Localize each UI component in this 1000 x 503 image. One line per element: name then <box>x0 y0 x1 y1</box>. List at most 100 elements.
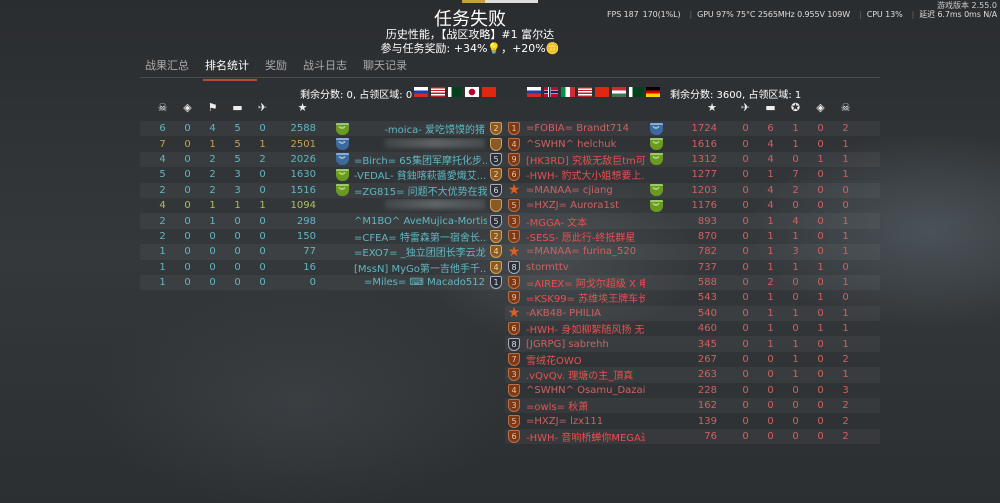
table-row[interactable]: ★ =MANAA= cjiang ︾ 1203 0 4 2 0 0 <box>505 182 880 198</box>
deaths-value: 0 <box>842 184 849 196</box>
player-name[interactable]: =ZG815= 问题不大优势在我 <box>354 186 487 198</box>
player-name[interactable]: ^M1BO^ AveMujica-Mortis <box>354 215 487 227</box>
player-name[interactable]: =MANAA= furina_520 <box>526 246 637 258</box>
diamond-value: 1 <box>817 323 824 335</box>
table-row[interactable]: 9 =KSK99= 苏维埃王牌车长... 543 0 1 0 1 0 <box>505 290 880 305</box>
air-value: 0 <box>742 354 749 366</box>
mission-reward: 参与任务奖励: +34%💡，+20%🪙 <box>380 42 560 55</box>
ground-value: 1 <box>234 200 241 212</box>
table-row[interactable]: 7 0 1 5 1 2501 ︾ <box>140 136 505 151</box>
player-name[interactable]: -MGGA- 文本 <box>526 217 588 229</box>
table-row[interactable]: 9 [HK3RD] 究极无敌巨tm可... ︾ 1312 0 4 0 1 1 <box>505 151 880 168</box>
rank-cell: 4 <box>487 260 505 274</box>
player-name[interactable]: [HK3RD] 究极无敌巨tm可... <box>526 155 645 167</box>
tab-1[interactable]: 战果汇总 <box>145 59 189 72</box>
player-name[interactable]: [MssN] MyGo第一吉他手千... <box>354 263 487 275</box>
diamond-value: 1 <box>817 153 824 165</box>
table-row[interactable]: 2 0 0 0 0 150 =CFEA= 特雷森第一宿舍长... 2 <box>140 229 505 244</box>
rank-badge-icon: 9 <box>508 152 520 166</box>
diamond-value: 0 <box>817 169 824 181</box>
player-name[interactable]: -HWH- 豹式大小姐想要上... <box>526 171 645 183</box>
rank-cell: 3 <box>505 368 523 382</box>
table-row[interactable]: 8 [JGRPG] sabrehh 345 0 1 1 0 1 <box>505 336 880 352</box>
player-name[interactable]: =HXZJ= Aurora1st <box>526 200 620 212</box>
table-row[interactable]: 4 ^SWHN^ helchuk ︾ 1616 0 4 1 0 1 <box>505 136 880 151</box>
air-value: 0 <box>259 215 266 227</box>
player-name[interactable]: =AIREX= 阿戈尔超级 X 电工... <box>526 279 645 291</box>
chevron-badge-icon: ︾ <box>649 184 663 197</box>
score-value: 1203 <box>691 184 717 196</box>
player-name[interactable]: 雪绒花OWO <box>526 356 582 368</box>
rank-badge-icon: 6 <box>508 430 520 443</box>
score-value: 2588 <box>290 123 316 135</box>
table-row[interactable]: 1 0 0 0 0 77 =EXO7= _独立团团长李云龙 4 <box>140 244 505 260</box>
player-name[interactable]: -HWH- 身如柳絮随风扬 无... <box>526 325 645 337</box>
ground-value: 5 <box>234 153 241 165</box>
player-name[interactable]: =KSK99= 苏维埃王牌车长... <box>526 294 645 306</box>
table-row[interactable]: 3 .vQvQv. 理塘の主_頂真 263 0 0 1 0 1 <box>505 367 880 383</box>
table-row[interactable]: 2 0 2 3 0 1516 ︾ =ZG815= 问题不大优势在我 6 <box>140 182 505 198</box>
player-name[interactable]: =owls= 秋萧 <box>526 402 589 414</box>
player-name[interactable]: -VEDAL- 貧鉵喀萩醬愛熾艾... <box>354 171 487 183</box>
player-name[interactable]: ^SWHN^ Osamu_Dazai#1 <box>526 384 645 396</box>
tab-4[interactable]: 战斗日志 <box>303 59 347 72</box>
table-row[interactable]: 8 stormttv 737 0 1 1 1 0 <box>505 260 880 275</box>
player-name[interactable] <box>354 199 487 212</box>
table-row[interactable]: ★ =MANAA= furina_520 782 0 1 3 0 1 <box>505 244 880 260</box>
vehicle-badge-cell: ︾ <box>645 184 667 197</box>
rank-badge-icon: 5 <box>508 414 520 428</box>
vehicle-badge-cell: ︾ <box>330 138 354 151</box>
table-row[interactable]: 5 =HXZJ= Aurora1st ︾ 1176 0 4 0 0 0 <box>505 198 880 213</box>
table-row[interactable]: 4 0 2 5 2 2026 ︾ =Birch= 65集团军摩托化步... 5 <box>140 151 505 168</box>
table-row[interactable]: 6 -HWH- 豹式大小姐想要上... 1277 0 1 7 0 1 <box>505 167 880 182</box>
table-row[interactable]: 3 -MGGA- 文本 893 0 1 4 0 1 <box>505 213 880 229</box>
player-name[interactable]: =FOBIA= Brandt714 <box>526 123 630 135</box>
player-name[interactable]: =CFEA= 特雷森第一宿舍长... <box>354 232 487 244</box>
table-row[interactable]: 4 0 1 1 1 1094 <box>140 198 505 213</box>
table-row[interactable]: 1 0 0 0 0 16 [MssN] MyGo第一吉他手千... 4 <box>140 260 505 275</box>
table-row[interactable]: 6 0 4 5 0 2588 ︾ -moica- 爱吃馍馍的猪 2 <box>140 121 505 137</box>
table-row[interactable]: 5 =HXZJ= lzx111 139 0 0 0 0 2 <box>505 413 880 428</box>
table-row[interactable]: 3 =owls= 秋萧 162 0 0 0 0 2 <box>505 398 880 414</box>
rank-cell: 2 <box>487 168 505 182</box>
player-name[interactable]: [JGRPG] sabrehh <box>526 338 609 350</box>
tab-2[interactable]: 排名统计 <box>203 57 257 81</box>
player-name[interactable]: =MANAA= cjiang <box>526 184 613 196</box>
flag-ru-icon <box>414 87 428 97</box>
table-row[interactable]: 4 ^SWHN^ Osamu_Dazai#1 228 0 0 0 0 3 <box>505 383 880 398</box>
table-row[interactable]: 5 0 2 3 0 1630 ︾ -VEDAL- 貧鉵喀萩醬愛熾艾... 2 <box>140 167 505 182</box>
rank-badge-icon: 2 <box>490 229 502 243</box>
flag-hu-icon <box>612 87 626 97</box>
capture-value: 2 <box>209 184 216 196</box>
player-name[interactable] <box>354 137 487 151</box>
player-name[interactable]: stormttv <box>526 261 569 273</box>
table-row[interactable]: 1 =FOBIA= Brandt714 ︾ 1724 0 6 1 0 2 <box>505 121 880 137</box>
player-name[interactable]: .vQvQv. 理塘の主_頂真 <box>526 371 634 383</box>
player-name[interactable]: -AKB48- PHILIA <box>526 307 602 319</box>
ground-value: 0 <box>767 384 774 396</box>
player-name[interactable]: =HXZJ= lzx111 <box>526 415 604 427</box>
player-name[interactable]: -moica- 爱吃馍馍的猪 <box>384 125 485 137</box>
table-row[interactable]: 1 -SESS- 愿此行-终抵群星 870 0 1 1 0 1 <box>505 229 880 244</box>
air-value: 2 <box>259 153 266 165</box>
player-name[interactable]: =EXO7= _独立团团长李云龙 <box>354 248 486 260</box>
tab-bar: 战果汇总 排名统计 奖励 战斗日志 聊天记录 <box>143 57 421 81</box>
table-row[interactable]: 6 -HWH- 身如柳絮随风扬 无... 460 0 1 0 1 1 <box>505 321 880 336</box>
table-row[interactable]: 3 =AIREX= 阿戈尔超级 X 电工... 588 0 2 0 0 1 <box>505 274 880 291</box>
tab-5[interactable]: 聊天记录 <box>363 59 407 72</box>
assist-value: 0 <box>792 200 799 212</box>
player-name[interactable]: -HWH- 音响桥蝉你MEGA进... <box>526 433 645 444</box>
table-row[interactable]: 7 雪绒花OWO 267 0 0 1 0 2 <box>505 352 880 367</box>
blurred-name <box>385 199 485 210</box>
tab-3[interactable]: 奖励 <box>265 59 287 72</box>
player-name[interactable]: -SESS- 愿此行-终抵群星 <box>526 232 636 244</box>
table-row[interactable]: 6 -HWH- 音响桥蝉你MEGA进... 76 0 0 0 0 2 <box>505 428 880 445</box>
player-name[interactable]: ^SWHN^ helchuk <box>526 138 617 150</box>
table-row[interactable]: 1 0 0 0 0 0 =Miles= ⌨ Macado512 1 <box>140 274 505 291</box>
player-name[interactable]: =Birch= 65集团军摩托化步... <box>354 155 487 167</box>
ground-value: 0 <box>767 431 774 442</box>
rank-cell: 8 <box>505 260 523 274</box>
table-row[interactable]: 2 0 1 0 0 298 ^M1BO^ AveMujica-Mortis 5 <box>140 213 505 229</box>
player-name[interactable]: =Miles= ⌨ Macado512 <box>363 277 485 289</box>
table-row[interactable]: ★ -AKB48- PHILIA 540 0 1 1 0 1 <box>505 305 880 321</box>
